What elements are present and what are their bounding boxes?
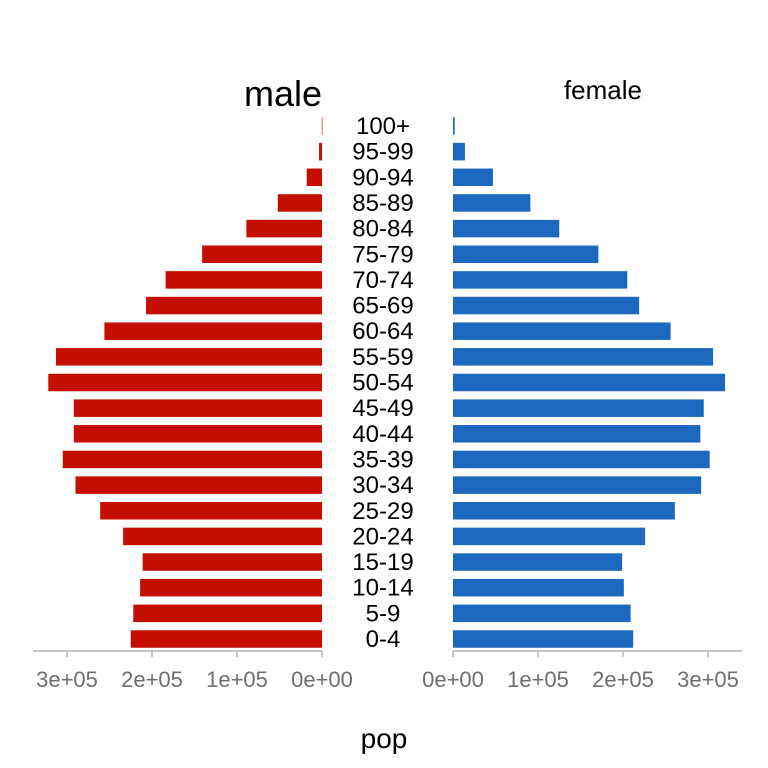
age-label-0-4: 0-4: [366, 626, 401, 653]
female-bar-25-29: [453, 502, 675, 520]
age-label-20-24: 20-24: [352, 523, 413, 550]
female-bar-55-59: [453, 348, 714, 366]
male-bar-45-49: [73, 399, 322, 417]
age-label-75-79: 75-79: [352, 241, 413, 268]
age-label-90-94: 90-94: [352, 164, 413, 191]
male-bar-85-89: [277, 194, 322, 212]
male-panel-title: male: [244, 73, 322, 114]
female-bar-0-4: [453, 630, 634, 648]
age-label-5-9: 5-9: [366, 600, 401, 627]
male-x-axis: 3e+05 2e+05 1e+05 0e+00: [33, 650, 353, 692]
age-label-45-49: 45-49: [352, 395, 413, 422]
age-label-55-59: 55-59: [352, 344, 413, 371]
male-tick-label: 2e+05: [121, 667, 183, 692]
male-bar-0-4: [130, 630, 322, 648]
male-bar-60-64: [104, 322, 323, 340]
female-tick-label: 0e+00: [422, 667, 484, 692]
female-bars: [453, 117, 725, 648]
female-bar-20-24: [453, 527, 646, 546]
male-bar-35-39: [62, 450, 322, 469]
male-tick-label: 1e+05: [206, 667, 268, 692]
female-tick-label: 1e+05: [507, 667, 569, 692]
age-label-70-74: 70-74: [352, 267, 413, 294]
female-x-axis: 0e+00 1e+05 2e+05 3e+05: [422, 650, 742, 692]
age-label-95-99: 95-99: [352, 139, 413, 166]
age-label-60-64: 60-64: [352, 318, 413, 345]
male-bar-10-14: [140, 578, 322, 597]
male-bar-30-34: [75, 476, 322, 494]
age-label-80-84: 80-84: [352, 216, 413, 243]
age-label-30-34: 30-34: [352, 472, 413, 499]
female-bar-45-49: [453, 399, 704, 417]
female-bar-30-34: [453, 476, 702, 494]
age-label-65-69: 65-69: [352, 293, 413, 320]
age-label-25-29: 25-29: [352, 498, 413, 525]
age-label-100+: 100+: [356, 113, 410, 140]
female-bar-70-74: [453, 271, 628, 289]
male-bar-95-99: [319, 142, 322, 161]
male-bar-25-29: [100, 502, 323, 520]
male-bar-90-94: [306, 168, 322, 187]
male-bar-75-79: [202, 245, 322, 263]
female-tick-label: 3e+05: [677, 667, 739, 692]
age-label-40-44: 40-44: [352, 421, 413, 448]
age-label-35-39: 35-39: [352, 446, 413, 473]
male-bar-65-69: [146, 296, 322, 315]
age-group-labels: 0-45-910-1415-1920-2425-2930-3435-3940-4…: [352, 113, 413, 653]
female-bar-80-84: [453, 219, 560, 238]
male-bar-5-9: [133, 604, 322, 623]
female-bar-90-94: [453, 168, 493, 187]
male-bar-70-74: [165, 271, 322, 289]
female-bar-65-69: [453, 296, 640, 315]
female-bar-60-64: [453, 322, 671, 340]
female-bar-100+: [453, 117, 455, 135]
female-bar-40-44: [453, 425, 701, 443]
male-bars: [48, 117, 323, 648]
male-tick-label: 0e+00: [291, 667, 353, 692]
x-axis-label: pop: [361, 723, 408, 754]
age-label-50-54: 50-54: [352, 370, 413, 397]
female-bar-75-79: [453, 245, 599, 263]
female-bar-5-9: [453, 604, 631, 623]
male-bar-15-19: [142, 553, 322, 571]
female-bar-85-89: [453, 194, 531, 212]
age-label-10-14: 10-14: [352, 575, 413, 602]
age-label-85-89: 85-89: [352, 190, 413, 217]
male-bar-55-59: [55, 348, 322, 366]
male-bar-40-44: [73, 425, 322, 443]
male-bar-50-54: [48, 373, 323, 392]
female-bar-50-54: [453, 373, 725, 392]
male-bar-80-84: [246, 219, 322, 238]
female-bar-10-14: [453, 578, 624, 597]
male-bar-20-24: [123, 527, 322, 546]
male-tick-label: 3e+05: [36, 667, 98, 692]
female-bar-95-99: [453, 142, 465, 161]
female-bar-35-39: [453, 450, 710, 469]
male-bar-100+: [321, 117, 323, 135]
female-bar-15-19: [453, 553, 623, 571]
female-panel-title: female: [564, 75, 642, 105]
female-tick-label: 2e+05: [592, 667, 654, 692]
age-label-15-19: 15-19: [352, 549, 413, 576]
